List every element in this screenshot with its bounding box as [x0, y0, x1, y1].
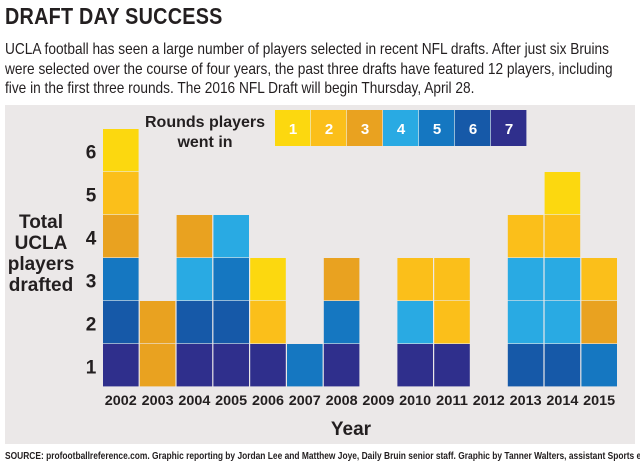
legend-label-round-6: 6: [469, 121, 477, 138]
bar-segment: [176, 258, 213, 301]
chart-title: DRAFT DAY SUCCESS: [5, 3, 223, 29]
bar-segment: [581, 301, 617, 344]
bar-segment: [176, 301, 213, 344]
x-tick-label: 2010: [399, 392, 431, 408]
bar-segment: [544, 172, 581, 215]
y-tick-label: 6: [86, 143, 97, 164]
bar-segment: [544, 258, 581, 301]
bar-segment: [176, 344, 213, 387]
y-tick-label: 5: [86, 186, 97, 207]
y-tick-label: 3: [86, 272, 97, 293]
bar-segment: [139, 301, 176, 344]
legend-swatch-round-5: [419, 110, 455, 146]
bar-segment: [434, 344, 470, 387]
bar-segment: [581, 344, 617, 387]
bar-segment: [103, 258, 139, 301]
x-tick-label: 2002: [105, 392, 137, 408]
bar-segment: [103, 215, 139, 258]
bar-segment: [103, 172, 139, 215]
bar-segment: [507, 215, 544, 258]
legend-swatch-round-1: [275, 110, 311, 146]
bar-segment: [323, 301, 360, 344]
bar-segment: [250, 301, 286, 344]
x-tick-label: 2006: [252, 392, 284, 408]
bar-segment: [581, 258, 617, 301]
bar-segment: [507, 258, 544, 301]
bar-segment: [397, 344, 433, 387]
legend-swatch-round-3: [347, 110, 383, 146]
bar-segment: [323, 344, 360, 387]
y-tick-label: 4: [86, 229, 97, 250]
y-tick-label: 1: [86, 358, 97, 379]
credits-text: profootballreference.com. Graphic report…: [43, 450, 640, 462]
bar-segment: [139, 344, 176, 387]
x-tick-label: 2008: [326, 392, 358, 408]
source-credits: SOURCE: profootballreference.com. Graphi…: [5, 450, 640, 462]
bar-segment: [323, 258, 360, 301]
stacked-bar-chart: 1 2 3 4 5 6 2002 2003 2004 2005 2006 2007 2008 2009 20…: [86, 110, 617, 440]
legend-label-round-4: 4: [397, 121, 406, 138]
bar-segment: [213, 301, 249, 344]
y-axis-label-line-1: Total: [19, 212, 63, 233]
bar-segment: [213, 215, 249, 258]
legend-title-line: Rounds players: [145, 114, 265, 131]
x-axis-label: Year: [331, 419, 372, 440]
bar-segment: [287, 344, 323, 387]
y-tick-label: 2: [86, 315, 97, 336]
bar-segment: [103, 129, 139, 172]
bar-segment: [544, 301, 581, 344]
legend-label-round-3: 3: [361, 121, 369, 138]
bar-segment: [250, 258, 286, 301]
y-axis-label-line-4: drafted: [8, 275, 74, 296]
chart-subtitle: UCLA football has seen a large number of…: [5, 41, 613, 97]
bar-segment: [397, 258, 433, 301]
bar-segment: [507, 344, 544, 387]
legend-label-round-1: 1: [289, 121, 297, 138]
x-tick-label: 2012: [473, 392, 505, 408]
bar-segment: [434, 301, 470, 344]
bar-segment: [103, 344, 139, 387]
legend-swatch-round-7: [491, 110, 527, 146]
legend-swatch-round-6: [455, 110, 491, 146]
x-tick-label: 2009: [362, 392, 394, 408]
legend-swatch-round-4: [383, 110, 419, 146]
x-tick-label: 2011: [436, 392, 468, 408]
legend-swatch-round-2: [311, 110, 347, 146]
y-axis-label-line-3: players: [7, 254, 75, 275]
bar-segment: [250, 344, 286, 387]
legend-label-round-5: 5: [433, 121, 441, 138]
x-tick-label: 2005: [215, 392, 247, 408]
legend-label-round-7: 7: [505, 121, 513, 138]
x-tick-label: 2003: [142, 392, 174, 408]
x-tick-label: 2004: [178, 392, 210, 408]
bar-segment: [544, 344, 581, 387]
bar-segment: [103, 301, 139, 344]
chart-panel: Total UCLA players drafted 1 2 3 4 5 6 2002 200…: [5, 105, 635, 444]
bar-segment: [213, 344, 249, 387]
bar-segment: [544, 215, 581, 258]
source-label: SOURCE:: [5, 450, 44, 462]
bar-segment: [507, 301, 544, 344]
bar-segment: [434, 258, 470, 301]
bar-segment: [176, 215, 213, 258]
x-tick-label: 2014: [546, 392, 578, 408]
x-tick-label: 2007: [289, 392, 321, 408]
y-axis-label-line-2: UCLA: [14, 233, 68, 254]
legend-title-line: went in: [176, 134, 232, 151]
bar-segment: [213, 258, 249, 301]
x-tick-label: 2013: [510, 392, 542, 408]
x-tick-label: 2015: [583, 392, 615, 408]
bar-segment: [397, 301, 433, 344]
legend-label-round-2: 2: [325, 121, 333, 138]
